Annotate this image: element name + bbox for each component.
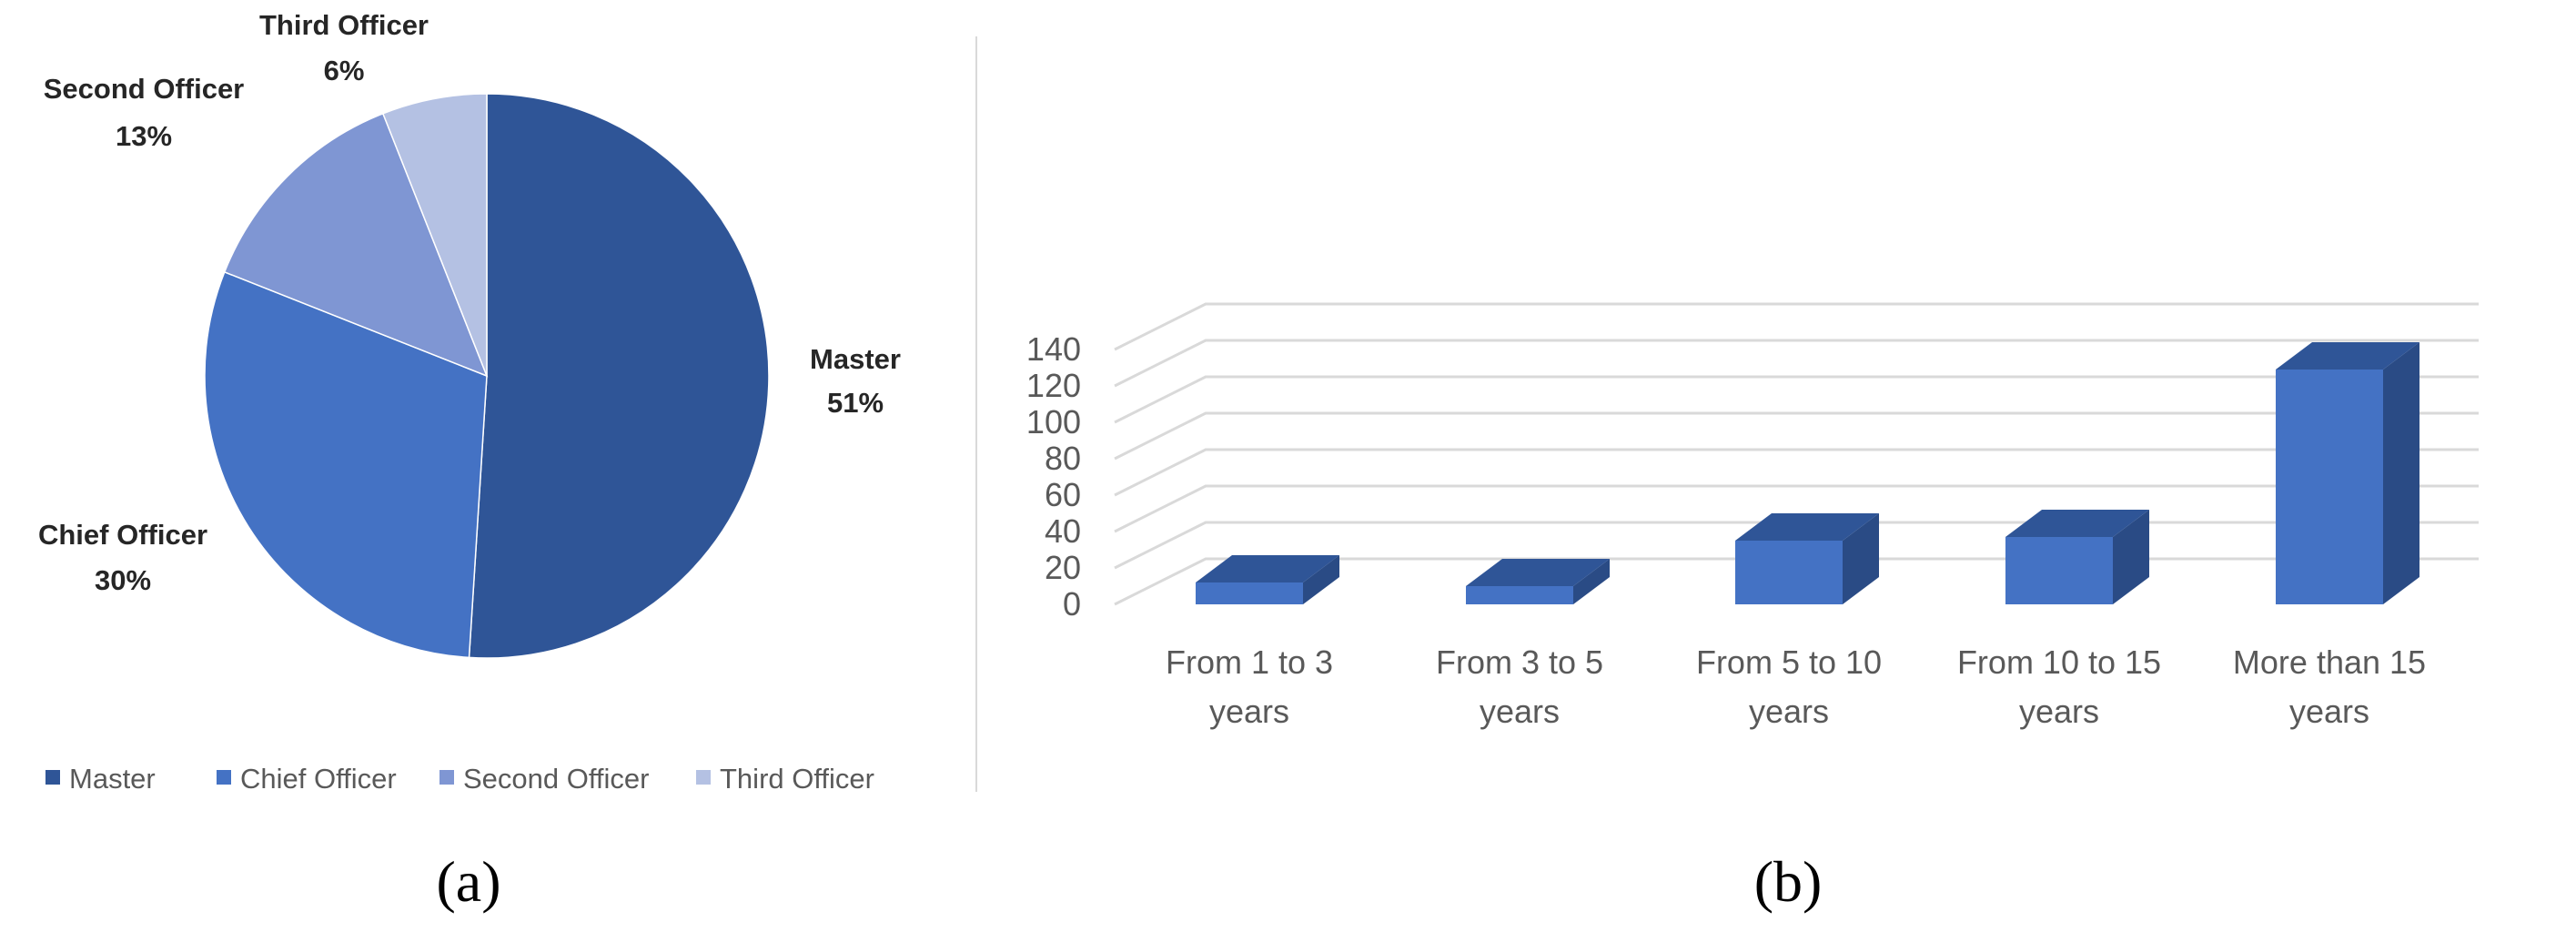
- pie-chart-panel: Master 51% Chief Officer 30% Second Officer 1…: [38, 9, 977, 795]
- legend-swatch-third-officer: [696, 770, 711, 785]
- bar-gridlines: [1114, 302, 2479, 606]
- pie-slice-third-officer: [381, 93, 488, 377]
- bar-from-1-to-3-years-side: [1303, 555, 1339, 604]
- bar-more-than-15-years-top: [2276, 342, 2419, 370]
- bar-from-3-to-5-years-front: [1466, 586, 1573, 604]
- panel-label-a: (a): [436, 849, 500, 914]
- gridline-6: [1114, 339, 2479, 388]
- bar-from-5-to-10-years: [1735, 513, 1879, 604]
- bar-from-5-to-10-years-side: [1843, 513, 1879, 604]
- bar-from-10-to-15-years-front: [2005, 537, 2113, 604]
- gridline-3: [1114, 448, 2479, 497]
- pie-value-master: 51%: [827, 387, 884, 419]
- legend-swatch-second-officer: [439, 770, 454, 785]
- x-category-label: years: [1209, 693, 1289, 730]
- pie-label-second-officer: Second Officer: [44, 73, 245, 105]
- y-tick-label: 140: [1026, 330, 1081, 368]
- bar-category-labels: From 1 to 3 years From 3 to 5 years From 5 t…: [1166, 643, 2426, 730]
- x-category-label: years: [2289, 693, 2369, 730]
- legend-label-chief-officer: Chief Officer: [240, 763, 397, 795]
- gridline-2: [1114, 484, 2479, 533]
- bar-from-3-to-5-years-top: [1466, 559, 1610, 586]
- x-category-label: years: [2019, 693, 2099, 730]
- legend-label-third-officer: Third Officer: [720, 763, 874, 795]
- pie-label-master: Master: [810, 343, 901, 375]
- x-category-label: From 3 to 5: [1436, 643, 1603, 681]
- bar-from-5-to-10-years-top: [1735, 513, 1879, 541]
- y-tick-label: 120: [1026, 367, 1081, 404]
- bar-from-10-to-15-years: [2005, 510, 2149, 604]
- x-category-label: From 10 to 15: [1957, 643, 2161, 681]
- legend-label-second-officer: Second Officer: [463, 763, 649, 795]
- pie-value-chief-officer: 30%: [95, 564, 151, 596]
- pie-label-third-officer: Third Officer: [259, 9, 429, 41]
- x-category-label: From 1 to 3: [1166, 643, 1333, 681]
- x-category-label: More than 15: [2233, 643, 2426, 681]
- bar-from-1-to-3-years-front: [1196, 582, 1303, 604]
- bar-from-3-to-5-years-side: [1573, 559, 1610, 604]
- bar-from-1-to-3-years-top: [1196, 555, 1339, 582]
- y-tick-label: 60: [1045, 476, 1081, 513]
- bar-more-than-15-years-front: [2276, 370, 2383, 604]
- bar-from-3-to-5-years: [1466, 559, 1610, 604]
- pie-slice-master: [468, 93, 770, 659]
- panel-label-b: (b): [1754, 849, 1823, 914]
- pie-slice-second-officer: [223, 112, 489, 378]
- x-category-label: years: [1749, 693, 1829, 730]
- x-category-label: years: [1480, 693, 1560, 730]
- bar-more-than-15-years: [2276, 342, 2419, 604]
- gridline-5: [1114, 375, 2479, 424]
- bar-more-than-15-years-side: [2383, 342, 2419, 604]
- bar-from-10-to-15-years-top: [2005, 510, 2149, 537]
- bar-columns: [1196, 342, 2419, 604]
- y-tick-label: 0: [1063, 585, 1081, 623]
- pie-label-chief-officer: Chief Officer: [38, 519, 207, 551]
- pie-legend: Master Chief Officer Second Officer Third O…: [45, 763, 874, 795]
- y-tick-label: 20: [1045, 549, 1081, 586]
- bar-from-10-to-15-years-side: [2113, 510, 2149, 604]
- y-tick-label: 80: [1045, 440, 1081, 477]
- legend-label-master: Master: [69, 763, 156, 795]
- x-category-label: From 5 to 10: [1696, 643, 1882, 681]
- pie-slice-labels: Master 51% Chief Officer 30% Second Officer 1…: [38, 9, 901, 596]
- pie-value-second-officer: 13%: [116, 120, 172, 152]
- bar-from-1-to-3-years: [1196, 555, 1339, 604]
- pie-slices: [204, 93, 770, 659]
- gridline-7: [1114, 302, 2479, 351]
- bar-from-5-to-10-years-front: [1735, 541, 1843, 604]
- legend-swatch-master: [45, 770, 60, 785]
- y-tick-label: 40: [1045, 512, 1081, 550]
- legend-swatch-chief-officer: [217, 770, 231, 785]
- pie-slice-chief-officer: [204, 270, 488, 659]
- gridline-4: [1114, 411, 2479, 461]
- pie-value-third-officer: 6%: [324, 55, 365, 86]
- y-tick-label: 100: [1026, 403, 1081, 441]
